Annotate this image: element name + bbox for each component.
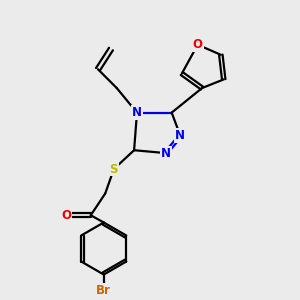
Text: N: N [176,129,185,142]
Text: N: N [132,106,142,119]
Text: O: O [193,38,203,51]
Text: S: S [110,163,118,176]
Text: O: O [61,209,71,222]
Text: N: N [161,147,171,160]
Text: Br: Br [96,284,111,297]
